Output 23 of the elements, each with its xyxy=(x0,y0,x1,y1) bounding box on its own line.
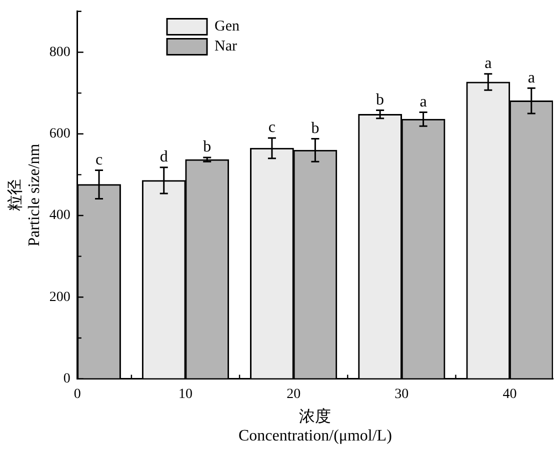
y-tick-label: 400 xyxy=(49,208,70,224)
data-label: b xyxy=(311,120,320,137)
x-tick-label: 40 xyxy=(502,386,517,402)
y-tick-label: 600 xyxy=(49,126,70,142)
x-tick-label: 30 xyxy=(394,386,409,402)
legend-label: Gen xyxy=(214,18,240,35)
data-label: a xyxy=(420,93,427,110)
data-label: c xyxy=(268,119,276,136)
x-axis-title: 浓度 Concentration/(μmol/L) xyxy=(238,407,392,445)
legend-label: Nar xyxy=(214,38,238,55)
y-tick-label: 0 xyxy=(63,371,70,386)
data-label: d xyxy=(160,148,168,166)
x-tick-label: 0 xyxy=(74,386,81,402)
y-tick-label: 800 xyxy=(49,44,70,60)
data-label: b xyxy=(376,91,384,108)
x-tick-label: 10 xyxy=(178,386,192,402)
data-label: c xyxy=(95,151,103,168)
data-label: a xyxy=(484,55,492,72)
data-label: b xyxy=(203,138,212,156)
x-tick-label: 20 xyxy=(286,386,301,402)
data-label: a xyxy=(528,69,535,86)
y-axis-title: 粒径 Particle size/nm xyxy=(6,143,44,246)
y-tick-label: 200 xyxy=(49,290,70,305)
